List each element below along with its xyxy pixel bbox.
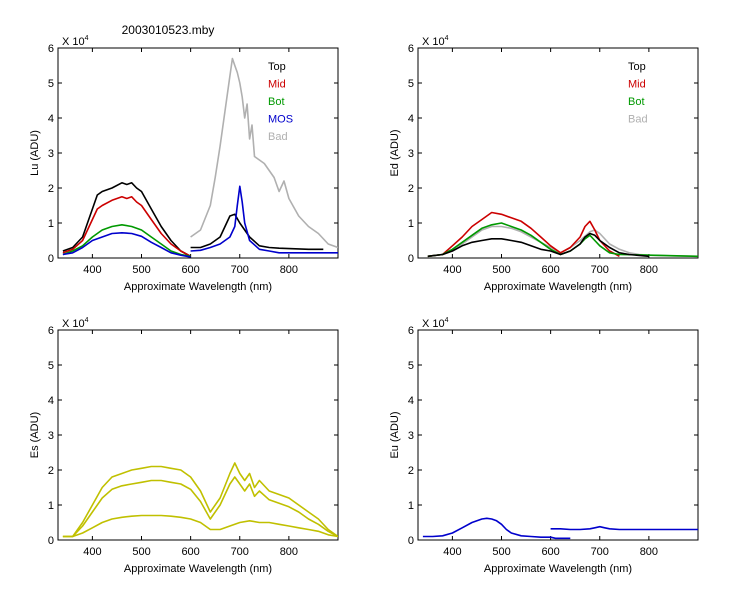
series-line-es xyxy=(62,514,338,538)
x-tick-label: 400 xyxy=(83,264,101,276)
y-tick-label: 3 xyxy=(408,148,414,160)
x-tick-label: 400 xyxy=(443,546,461,558)
chart-ed: X 104 0 1 2 3 4 5 6 400 500 600 700 800 Approximate W… xyxy=(389,35,699,293)
series-line-es xyxy=(62,462,338,538)
x-tick-label: 500 xyxy=(492,264,510,276)
y-tick-label: 2 xyxy=(48,183,54,195)
y-tick-label: 4 xyxy=(48,395,54,407)
chart-es: X 104 0 1 2 3 4 5 6 400 500 600 700 800 Approximate W… xyxy=(29,317,339,575)
y-tick-label: 1 xyxy=(48,500,54,512)
series-line-top xyxy=(190,213,324,251)
x-tick-label: 500 xyxy=(132,546,150,558)
x-tick-label: 800 xyxy=(640,264,658,276)
chart-title: 2003010523.mby xyxy=(122,23,215,37)
x-tick-label: 600 xyxy=(181,546,199,558)
y-tick-label: 5 xyxy=(48,360,54,372)
y-tick-label: 2 xyxy=(408,183,414,195)
y-tick-label: 0 xyxy=(408,535,414,547)
legend-mid: Mid xyxy=(268,79,286,91)
y-tick-label: 3 xyxy=(48,148,54,160)
y-tick-label: 6 xyxy=(48,325,54,337)
x-tick-label: 800 xyxy=(280,264,298,276)
y-tick-label: 0 xyxy=(48,253,54,265)
y-tick-label: 3 xyxy=(48,430,54,442)
legend-mid: Mid xyxy=(628,79,646,91)
y-tick-label: 1 xyxy=(408,500,414,512)
y-multiplier: X 104 xyxy=(62,317,89,330)
legend-bot: Bot xyxy=(628,96,645,108)
x-tick-label: 400 xyxy=(443,264,461,276)
x-tick-label: 700 xyxy=(231,546,249,558)
y-axis-label: Es (ADU) xyxy=(29,412,41,458)
legend-bad: Bad xyxy=(628,114,648,126)
y-tick-label: 6 xyxy=(48,43,54,55)
y-tick-label: 5 xyxy=(48,78,54,90)
y-multiplier: X 104 xyxy=(422,35,449,48)
chart-lu: 2003010523.mby X 104 0 1 2 3 4 5 6 400 500 600 700 80… xyxy=(29,23,339,293)
y-multiplier: X 104 xyxy=(62,35,89,48)
x-tick-label: 700 xyxy=(591,546,609,558)
legend-bot: Bot xyxy=(268,96,285,108)
x-tick-label: 500 xyxy=(492,546,510,558)
series-group xyxy=(422,517,698,540)
x-axis-label: Approximate Wavelength (nm) xyxy=(124,563,272,575)
y-tick-label: 6 xyxy=(408,43,414,55)
x-tick-label: 400 xyxy=(83,546,101,558)
legend-bad: Bad xyxy=(268,131,288,143)
y-tick-label: 1 xyxy=(48,218,54,230)
x-tick-label: 700 xyxy=(591,264,609,276)
x-axis-label: Approximate Wavelength (nm) xyxy=(484,563,632,575)
legend-top: Top xyxy=(268,61,286,73)
y-tick-label: 4 xyxy=(408,113,414,125)
series-group xyxy=(62,462,338,538)
x-axis-label: Approximate Wavelength (nm) xyxy=(124,281,272,293)
y-tick-label: 1 xyxy=(408,218,414,230)
series-line-eu xyxy=(422,517,571,540)
chart-eu: X 104 0 1 2 3 4 5 6 400 500 600 700 800 Approximate W… xyxy=(389,317,699,575)
plot-frame xyxy=(417,47,699,259)
plot-frame xyxy=(57,47,339,259)
series-line-mos xyxy=(62,232,191,258)
x-tick-label: 800 xyxy=(280,546,298,558)
x-axis-label: Approximate Wavelength (nm) xyxy=(484,281,632,293)
y-tick-label: 4 xyxy=(48,113,54,125)
y-tick-label: 4 xyxy=(408,395,414,407)
series-line-es xyxy=(62,476,338,538)
y-tick-label: 0 xyxy=(48,535,54,547)
series-line-bad xyxy=(190,57,338,249)
x-tick-label: 800 xyxy=(640,546,658,558)
series-line-mid xyxy=(427,211,620,258)
y-tick-label: 0 xyxy=(408,253,414,265)
plot-frame xyxy=(417,329,699,541)
y-tick-label: 5 xyxy=(408,360,414,372)
plot-frame xyxy=(57,329,339,541)
y-tick-label: 5 xyxy=(408,78,414,90)
y-tick-label: 2 xyxy=(48,465,54,477)
y-axis-label: Eu (ADU) xyxy=(389,411,401,458)
series-line-mos xyxy=(190,185,338,254)
series-line-mid xyxy=(62,196,191,258)
y-axis-label: Lu (ADU) xyxy=(29,130,41,176)
series-line-bot xyxy=(427,222,698,258)
x-tick-label: 700 xyxy=(231,264,249,276)
series-group xyxy=(427,211,698,258)
x-tick-label: 600 xyxy=(541,546,559,558)
y-multiplier: X 104 xyxy=(422,317,449,330)
series-line-top xyxy=(62,182,191,258)
y-tick-label: 3 xyxy=(408,430,414,442)
y-tick-label: 6 xyxy=(408,325,414,337)
y-axis-label: Ed (ADU) xyxy=(389,129,401,176)
y-tick-label: 2 xyxy=(408,465,414,477)
legend-mos: MOS xyxy=(268,114,293,126)
x-tick-label: 600 xyxy=(181,264,199,276)
series-group xyxy=(62,57,338,258)
series-line-top xyxy=(427,232,649,258)
x-tick-label: 500 xyxy=(132,264,150,276)
series-line-bot xyxy=(62,224,191,258)
legend-top: Top xyxy=(628,61,646,73)
series-line-eu xyxy=(550,525,698,531)
x-tick-label: 600 xyxy=(541,264,559,276)
